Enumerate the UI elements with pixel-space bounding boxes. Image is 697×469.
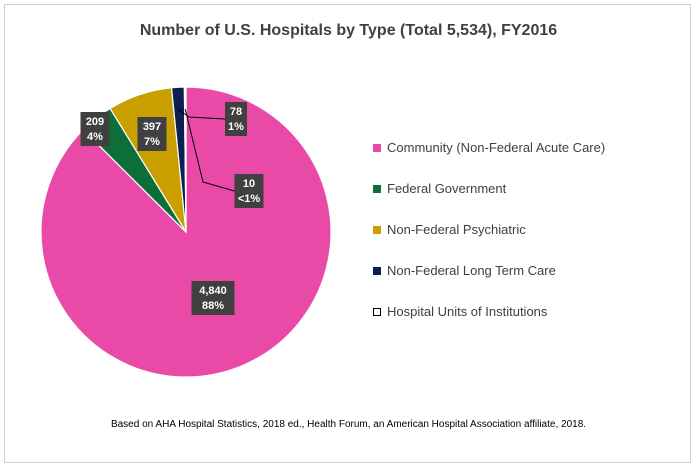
data-label: 10<1%	[234, 174, 264, 208]
legend-label: Hospital Units of Institutions	[387, 304, 548, 319]
legend-label: Federal Government	[387, 181, 507, 196]
chart-frame	[4, 4, 691, 463]
data-label: 4,840 88%	[191, 281, 235, 315]
chart-title: Number of U.S. Hospitals by Type (Total …	[139, 22, 558, 39]
data-label-box	[80, 112, 110, 146]
data-label-box	[137, 117, 167, 151]
data-label-percent: 4%	[87, 131, 103, 143]
leader-line	[177, 108, 226, 120]
legend-label: Non-Federal Psychiatric	[387, 222, 526, 237]
data-label-percent: 88%	[202, 300, 224, 312]
data-label-box	[225, 102, 247, 136]
leader-line	[184, 108, 235, 192]
data-label-value: 78	[230, 106, 242, 118]
source-note: Based on AHA Hospital Statistics, 2018 e…	[110, 419, 587, 430]
legend-label: Community (Non-Federal Acute Care)	[387, 140, 606, 155]
data-label-percent: 7%	[144, 136, 160, 148]
data-label-box	[234, 174, 264, 208]
legend-label: Non-Federal Long Term Care	[387, 263, 556, 278]
slice-institution-units	[183, 86, 187, 233]
legend-swatch-long-term	[373, 267, 381, 275]
data-label-value: 4,840	[199, 285, 227, 297]
legend-swatch-federal	[373, 185, 381, 193]
data-label-box	[191, 281, 235, 315]
legend-swatch-psychiatric	[373, 226, 381, 234]
data-label-percent: 1%	[228, 121, 244, 133]
data-label: 781%	[225, 102, 247, 136]
legend-swatch-institution-units	[373, 308, 381, 316]
legend-swatch-community	[373, 144, 381, 152]
data-label-value: 209	[86, 116, 104, 128]
data-label-value: 397	[143, 121, 161, 133]
data-label-percent: <1%	[238, 193, 261, 205]
data-label-value: 10	[243, 178, 255, 190]
